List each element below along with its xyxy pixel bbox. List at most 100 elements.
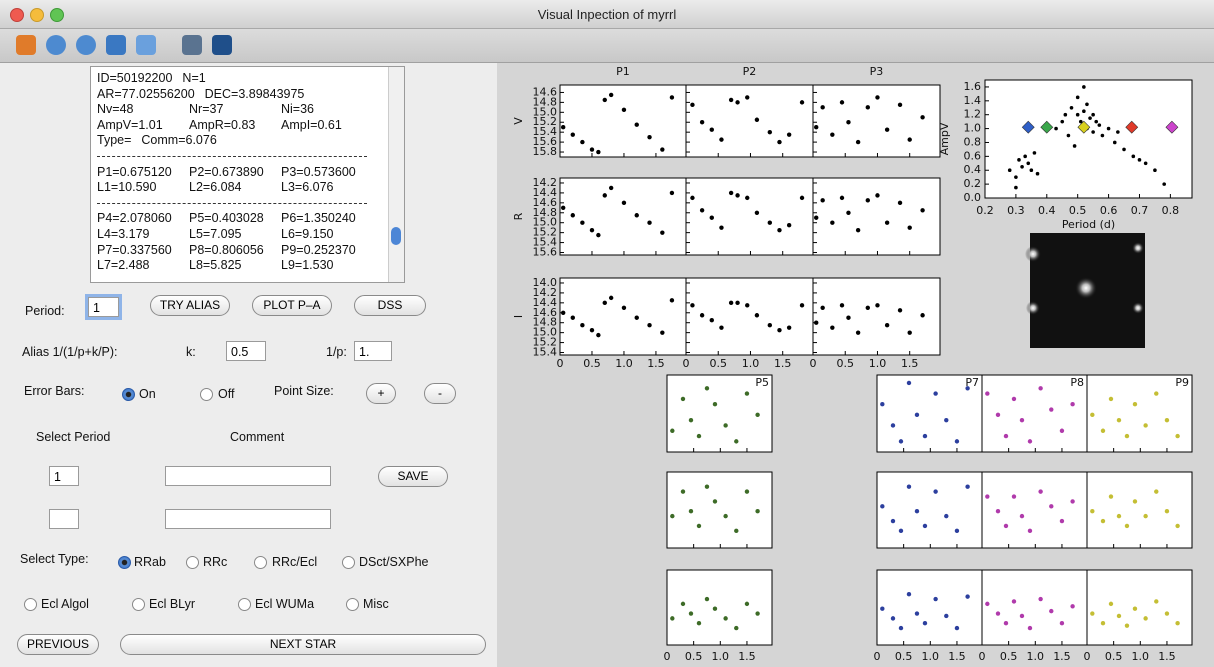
data-point — [723, 514, 727, 518]
data-point — [713, 402, 717, 406]
data-point — [1143, 616, 1147, 620]
data-point — [899, 529, 903, 533]
data-point — [933, 391, 937, 395]
data-point — [840, 303, 844, 307]
data-point — [985, 494, 989, 498]
x-tick-label: 0.6 — [1100, 204, 1118, 217]
data-point — [1154, 489, 1158, 493]
data-point — [1125, 623, 1129, 627]
data-point — [603, 193, 607, 197]
data-point — [697, 434, 701, 438]
data-point — [734, 626, 738, 630]
data-point — [777, 328, 781, 332]
x-tick-label: 1.0 — [869, 357, 887, 370]
data-point — [814, 125, 818, 129]
x-tick-label: 1.5 — [901, 357, 919, 370]
data-point — [1073, 144, 1077, 148]
y-tick-label: 0.6 — [964, 149, 982, 162]
data-point — [1060, 519, 1064, 523]
data-point — [1020, 165, 1024, 169]
data-point — [830, 325, 834, 329]
data-point — [1023, 155, 1027, 159]
x-tick-label: 1.0 — [712, 650, 730, 663]
data-point — [1101, 621, 1105, 625]
data-point — [755, 313, 759, 317]
data-point — [596, 233, 600, 237]
data-point — [777, 140, 781, 144]
data-point — [996, 611, 1000, 615]
data-point — [690, 103, 694, 107]
data-point — [713, 499, 717, 503]
data-point — [898, 103, 902, 107]
data-point — [1109, 494, 1113, 498]
data-point — [609, 296, 613, 300]
data-point — [670, 191, 674, 195]
data-point — [647, 135, 651, 139]
data-point — [660, 147, 664, 151]
data-point — [933, 489, 937, 493]
star-blob — [1132, 302, 1144, 314]
data-point — [1109, 602, 1113, 606]
data-point — [1070, 499, 1074, 503]
x-tick-label: 1.0 — [742, 357, 760, 370]
data-point — [660, 330, 664, 334]
data-point — [1143, 514, 1147, 518]
data-point — [705, 485, 709, 489]
x-tick-label: 1.5 — [647, 357, 665, 370]
data-point — [985, 391, 989, 395]
data-point — [880, 504, 884, 508]
data-point — [1082, 109, 1086, 113]
data-point — [1133, 607, 1137, 611]
data-point — [622, 201, 626, 205]
data-point — [944, 514, 948, 518]
data-point — [899, 626, 903, 630]
x-tick-label: 1.0 — [1132, 650, 1150, 663]
data-point — [907, 485, 911, 489]
panel-frame — [686, 278, 813, 355]
data-point — [1125, 434, 1129, 438]
data-point — [1014, 186, 1018, 190]
panel-title: P5 — [755, 376, 769, 389]
panel-frame — [686, 85, 813, 157]
data-point — [920, 313, 924, 317]
data-point — [846, 316, 850, 320]
data-point — [996, 413, 1000, 417]
y-tick-label: 0.0 — [964, 191, 982, 204]
data-point — [670, 95, 674, 99]
y-axis-label: AmpV — [938, 122, 951, 155]
x-tick-label: 0.5 — [895, 650, 913, 663]
data-point — [1036, 172, 1040, 176]
x-tick-label: 0.5 — [1069, 204, 1087, 217]
data-point — [1008, 168, 1012, 172]
panel-title: P8 — [1070, 376, 1084, 389]
data-point — [745, 196, 749, 200]
data-point — [1133, 402, 1137, 406]
data-point — [875, 303, 879, 307]
data-point — [898, 308, 902, 312]
data-point — [1038, 597, 1042, 601]
data-point — [885, 221, 889, 225]
y-tick-label: 0.8 — [964, 135, 982, 148]
data-point — [768, 323, 772, 327]
x-tick-label: 0.7 — [1131, 204, 1149, 217]
data-point — [710, 318, 714, 322]
data-point — [590, 328, 594, 332]
data-point — [800, 196, 804, 200]
data-point — [635, 213, 639, 217]
y-tick-label: 1.0 — [964, 122, 982, 135]
data-point — [1020, 514, 1024, 518]
data-point — [1054, 127, 1058, 131]
data-point — [1033, 151, 1037, 155]
data-point — [885, 127, 889, 131]
x-tick-label: 0.5 — [685, 650, 703, 663]
data-point — [1038, 489, 1042, 493]
data-point — [603, 301, 607, 305]
data-point — [745, 303, 749, 307]
data-point — [723, 423, 727, 427]
data-point — [923, 524, 927, 528]
data-point — [768, 221, 772, 225]
data-point — [1049, 407, 1053, 411]
data-point — [875, 95, 879, 99]
x-tick-label: 0 — [979, 650, 986, 663]
data-point — [1028, 529, 1032, 533]
